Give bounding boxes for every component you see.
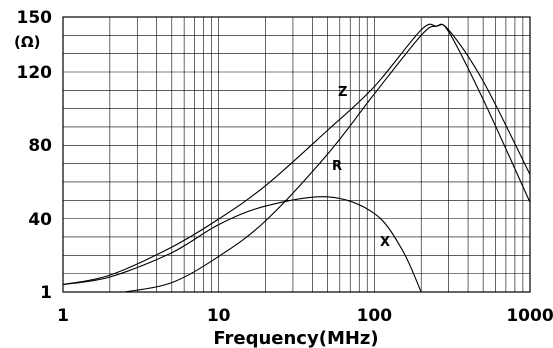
x-tick-label: 1 [57, 306, 69, 326]
y-tick-label: 150 [17, 8, 53, 28]
plot-frame [62, 16, 531, 293]
series-z-line [62, 23, 531, 286]
y-axis-unit-label: (Ω) [14, 33, 40, 51]
y-tick-label: 1 [40, 283, 52, 303]
x-axis-title: Frequency(MHz) [213, 328, 378, 348]
series-x-label: X [380, 235, 390, 250]
y-tick-label: 80 [28, 136, 52, 156]
grid-layer [62, 17, 530, 292]
series-x-line [62, 196, 422, 293]
series-r-line [124, 23, 531, 293]
label-layer: 1 10 100 1000 1 40 80 120 150 Z R X [17, 8, 553, 326]
y-tick-label: 120 [17, 63, 53, 83]
curve-layer [62, 23, 531, 293]
y-tick-label: 40 [28, 210, 52, 230]
series-z-label: Z [338, 85, 347, 100]
x-tick-label: 100 [357, 306, 393, 326]
x-tick-label: 1000 [506, 306, 553, 326]
series-r-label: R [332, 159, 342, 174]
x-tick-label: 10 [207, 306, 231, 326]
